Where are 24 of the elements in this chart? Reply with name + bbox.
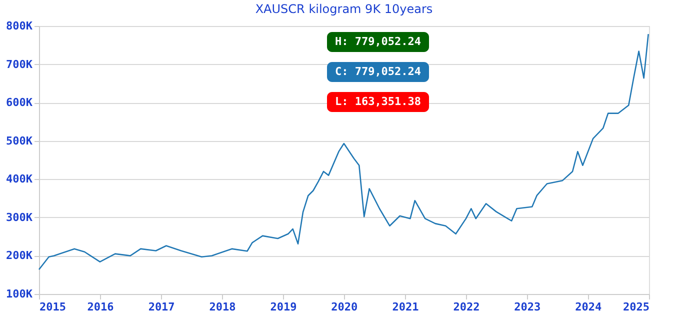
- line-series: [38, 33, 649, 270]
- y-tick-label: 100K: [6, 288, 33, 300]
- y-tick-label: 800K: [6, 20, 33, 32]
- annotation: H: 779,052.24: [334, 35, 422, 48]
- x-tick-label: 2016: [87, 300, 114, 314]
- annotation: C: 779,052.24: [334, 65, 422, 78]
- x-tick-label: 2022: [453, 300, 480, 314]
- y-tick-label: 600K: [6, 96, 33, 110]
- x-tick-label: 2025: [623, 300, 650, 314]
- chart-title: XAUSCR kilogram 9K 10years: [255, 2, 433, 16]
- x-tick-label: 2018: [209, 300, 236, 314]
- x-tick-label: 2020: [331, 300, 358, 314]
- y-tick-label: 400K: [6, 172, 33, 186]
- x-tick-label: 2017: [148, 300, 175, 314]
- y-tick-label: 500K: [6, 134, 33, 148]
- x-tick-label: 2024: [575, 300, 602, 314]
- x-tick-label: 2019: [270, 300, 297, 314]
- y-tick-label: 700K: [6, 58, 33, 71]
- x-tick-label: 2023: [514, 300, 541, 314]
- y-tick-label: 300K: [6, 210, 33, 224]
- y-tick-label: 200K: [6, 249, 33, 262]
- x-tick-label: 2021: [392, 300, 420, 314]
- annotation: L: 163,351.38: [334, 95, 422, 108]
- x-tick-label: 2015: [40, 300, 66, 314]
